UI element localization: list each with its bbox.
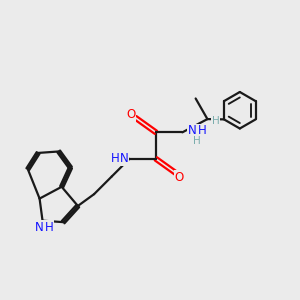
Text: O: O bbox=[126, 108, 136, 121]
Text: H: H bbox=[111, 152, 120, 165]
Text: H: H bbox=[116, 152, 124, 162]
Text: N: N bbox=[34, 220, 43, 234]
Text: H: H bbox=[45, 220, 53, 234]
Text: H: H bbox=[198, 124, 206, 137]
Text: N: N bbox=[120, 152, 129, 165]
Text: O: O bbox=[175, 171, 184, 184]
Text: N: N bbox=[188, 124, 197, 137]
Text: H: H bbox=[212, 116, 220, 126]
Text: H: H bbox=[193, 136, 200, 146]
